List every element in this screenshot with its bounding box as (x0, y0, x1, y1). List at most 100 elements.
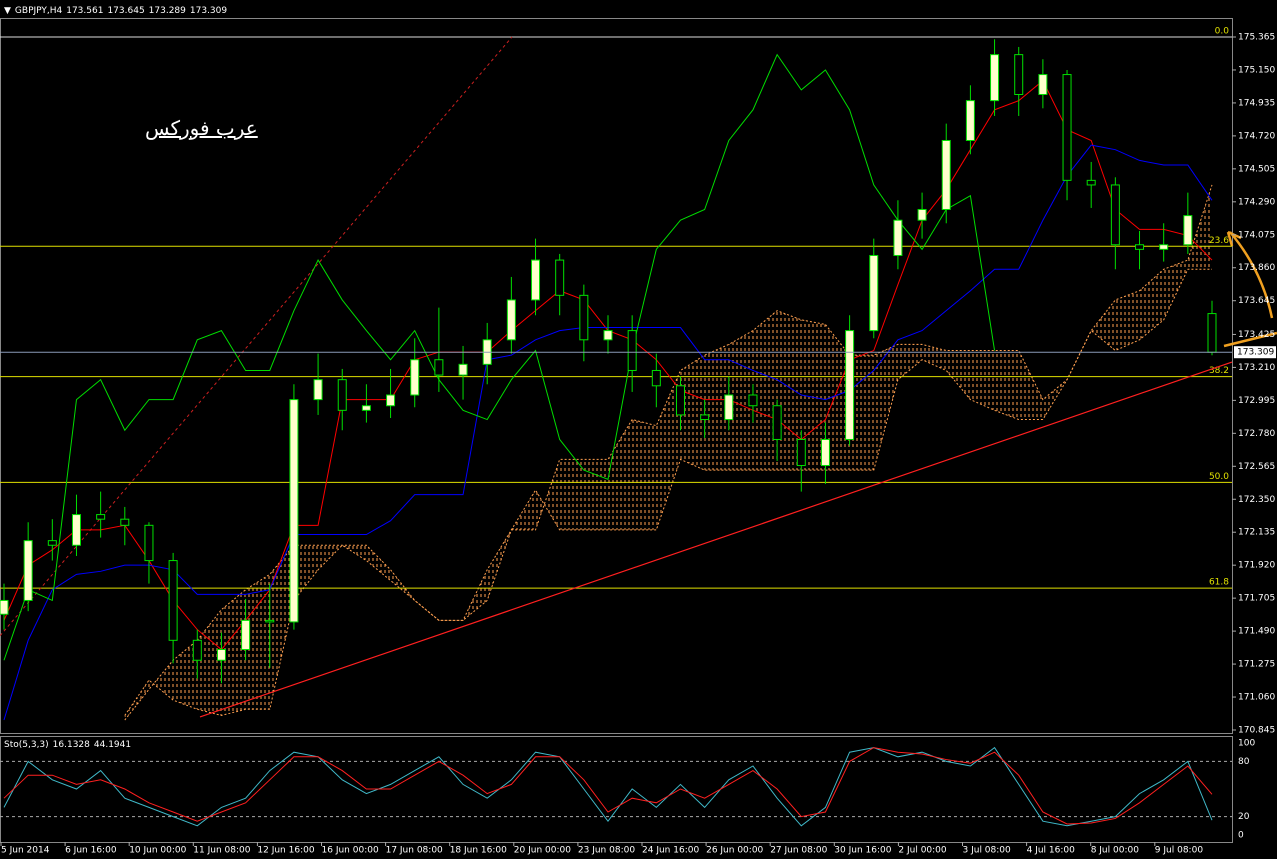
y-tick-label: 173.645 (1238, 296, 1275, 306)
x-tick-label: 20 Jun 00:00 (514, 846, 571, 856)
price-label: 173.309 (1237, 348, 1274, 358)
candle-body (579, 294, 589, 341)
candle-body (651, 369, 661, 387)
y-tick-label: 174.935 (1238, 98, 1275, 108)
candle-body (313, 379, 323, 401)
y-tick-label: 172.350 (1238, 495, 1275, 505)
candle-body (990, 54, 1000, 102)
close: 173.309 (189, 6, 228, 16)
y-tick-label: 173.210 (1238, 363, 1275, 373)
candle-body (265, 619, 275, 623)
y-tick-label: 175.365 (1238, 33, 1275, 43)
y-tick-label: 172.780 (1238, 429, 1275, 439)
x-tick-label: 18 Jun 16:00 (450, 846, 507, 856)
candle-body (1135, 244, 1145, 250)
candle-body (386, 394, 396, 407)
y-tick-label: 171.275 (1238, 660, 1275, 670)
indicator-line (3, 79, 1213, 651)
indicator-line (3, 144, 1213, 721)
arrow-annotation (1223, 331, 1277, 348)
candle-body (772, 405, 782, 440)
y-tick-label: 0 (1238, 831, 1244, 841)
x-tick-label: 10 Jun 00:00 (129, 846, 186, 856)
candle-body (845, 330, 855, 440)
candle-body (1159, 244, 1169, 250)
candle-body (724, 394, 734, 421)
fib-label: 38.2 (1209, 366, 1229, 376)
candle-body (361, 405, 371, 411)
candle-body (506, 299, 516, 341)
fib-label: 50.0 (1209, 472, 1229, 482)
y-tick-label: 171.490 (1238, 627, 1275, 637)
candle-body (434, 359, 444, 376)
candle-body (820, 438, 830, 467)
candle-body (0, 599, 9, 615)
ichimoku-cloud (124, 184, 1212, 721)
indicator-line (3, 53, 996, 661)
candle-body (869, 254, 879, 332)
candle-body (1183, 215, 1193, 246)
x-tick-label: 30 Jun 16:00 (834, 846, 891, 856)
candle-body (168, 560, 178, 641)
candle-body (120, 518, 130, 526)
candle-body (893, 219, 903, 256)
x-tick-label: 3 Jul 08:00 (963, 846, 1012, 856)
y-tick-label: 80 (1238, 757, 1250, 767)
y-tick-label: 172.995 (1238, 396, 1275, 406)
fib-label: 23.6 (1209, 236, 1229, 246)
x-tick-label: 11 Jun 08:00 (193, 846, 250, 856)
stoch-signal-value: 44.1941 (93, 740, 132, 750)
x-tick-label: 6 Jun 16:00 (65, 846, 117, 856)
candle-body (555, 259, 565, 296)
stoch-header: Sto(5,3,3) 16.1328 44.1941 (4, 740, 131, 750)
x-tick-label: 12 Jun 16:00 (257, 846, 314, 856)
candle-body (965, 100, 975, 141)
x-tick-label: 16 Jun 00:00 (322, 846, 379, 856)
high: 173.645 (107, 6, 145, 16)
cloud-edge (124, 268, 1212, 716)
stoch-line (3, 746, 1213, 827)
candle-body (675, 385, 685, 416)
symbol: GBPJPY,H4 (14, 6, 63, 16)
candle-body (748, 394, 758, 407)
candle-body (337, 379, 347, 411)
y-tick-label: 174.290 (1238, 197, 1275, 207)
x-tick-label: 9 Jul 08:00 (1155, 846, 1204, 856)
y-tick-label: 174.720 (1238, 131, 1275, 141)
x-tick-label: 24 Jun 16:00 (642, 846, 699, 856)
candle-body (144, 524, 154, 562)
menu-arrow[interactable]: ▼ (4, 6, 11, 16)
candle-body (23, 540, 33, 601)
header: ▼ GBPJPY,H4 173.561 173.645 173.289 173.… (4, 6, 227, 16)
x-tick-label: 4 Jul 16:00 (1027, 846, 1076, 856)
candle-body (917, 208, 927, 221)
candle-body (1086, 179, 1096, 186)
x-tick-label: 17 Jun 08:00 (386, 846, 443, 856)
trendline (199, 361, 1233, 718)
stoch-title: Sto(5,3,3) (4, 740, 49, 750)
y-tick-label: 173.425 (1238, 330, 1275, 340)
y-tick-label: 171.060 (1238, 693, 1275, 703)
x-tick-label: 27 Jun 08:00 (770, 846, 827, 856)
candle-body (1110, 184, 1120, 246)
y-tick-label: 172.565 (1238, 462, 1275, 472)
x-tick-label: 2 Jul 00:00 (898, 846, 947, 856)
stoch-line (3, 747, 1213, 825)
candle-body (627, 330, 637, 371)
y-tick-label: 20 (1238, 812, 1250, 822)
y-tick-label: 175.150 (1238, 65, 1275, 75)
candle-body (1062, 74, 1072, 181)
candle-body (289, 399, 299, 623)
fib-label: 0.0 (1215, 27, 1230, 37)
candle-body (241, 619, 251, 651)
watermark: عرب فوركس (145, 116, 258, 140)
y-tick-label: 171.920 (1238, 561, 1275, 571)
candle-body (531, 259, 541, 301)
open: 173.561 (66, 6, 104, 16)
candle-body (458, 363, 468, 376)
candle-body (1038, 74, 1048, 95)
candle-body (47, 540, 57, 546)
candle-body (796, 438, 806, 467)
